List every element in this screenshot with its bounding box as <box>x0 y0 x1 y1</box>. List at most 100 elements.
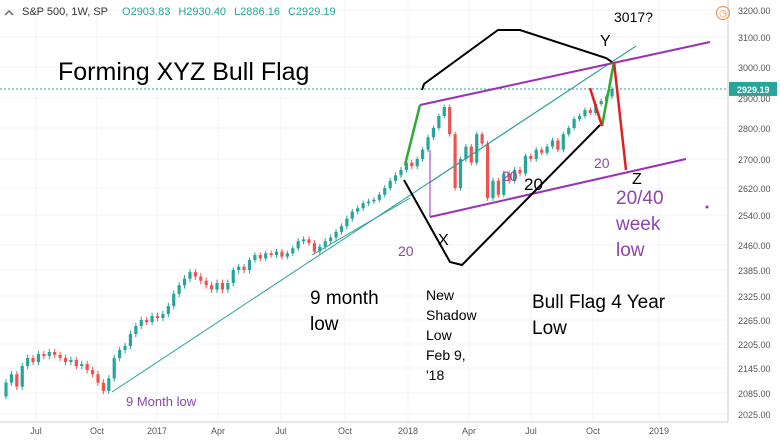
bull-flag-line: Bull Flag 4 Year <box>532 292 666 313</box>
y-tick-label: 2900.00 <box>738 94 771 104</box>
candle-body <box>502 173 506 195</box>
candle-body <box>107 378 111 391</box>
candle-body <box>280 251 284 257</box>
candle-body <box>74 360 78 366</box>
twenty-label-2: 20 <box>502 168 518 184</box>
candle-body <box>166 306 170 314</box>
candle-body <box>366 201 371 204</box>
candle-body <box>4 382 8 397</box>
candle-body <box>47 352 51 356</box>
y-tick-label: 2700.00 <box>738 155 771 165</box>
candle-body <box>442 107 446 116</box>
candle-body <box>388 180 392 188</box>
candle-body <box>237 266 241 270</box>
y-tick-label: 2460.00 <box>738 241 771 251</box>
candle-body <box>415 159 419 167</box>
shadow-low-line: '18 <box>426 367 444 383</box>
symbol-label: S&P 500, 1W, SP <box>22 6 109 18</box>
candle-body <box>182 278 187 286</box>
candle-body <box>480 134 484 144</box>
low-value: L2886.16 <box>234 6 280 18</box>
candle-body <box>491 180 495 199</box>
candle-body <box>339 226 344 232</box>
candle-body <box>226 283 230 290</box>
week-low-line: low <box>616 240 645 261</box>
y-tick-label: 3000.00 <box>738 63 771 73</box>
candle-body <box>128 334 133 346</box>
candle-body <box>231 270 235 283</box>
price-axis-bg <box>728 0 780 438</box>
alert-clock-icon[interactable]: ◷ <box>716 6 730 20</box>
x-tick-label: Apr <box>462 426 476 436</box>
candle-body <box>458 159 463 188</box>
flag-upper-line <box>419 41 711 106</box>
candle-body <box>96 374 100 383</box>
candle-body <box>561 134 565 150</box>
y-tick-label: 2325.00 <box>738 292 771 302</box>
candle-body <box>58 354 62 358</box>
candle-body <box>350 211 354 219</box>
candle-body <box>63 358 68 362</box>
candle-body <box>204 280 208 286</box>
candle-body <box>361 203 365 209</box>
point-y-label: Y <box>600 33 611 50</box>
x-tick-label: 2018 <box>398 426 418 436</box>
y-tick-label: 2205.00 <box>738 340 771 350</box>
red-drop-2 <box>612 61 628 171</box>
target-label: 3017? <box>614 9 653 25</box>
y-tick-label: 2540.00 <box>738 211 771 221</box>
candle-body <box>36 354 41 362</box>
trend-line-mid <box>311 197 411 256</box>
candle-body <box>193 272 197 277</box>
nine-month-low-small-label: 9 Month low <box>126 394 197 409</box>
candle-body <box>9 374 14 383</box>
y-tick-label: 2620.00 <box>738 184 771 194</box>
candle-body <box>540 149 544 153</box>
collapse-icon[interactable] <box>4 6 14 16</box>
candle-body <box>15 374 19 387</box>
candle-body <box>123 346 127 350</box>
candle-body <box>85 364 89 371</box>
candle-body <box>188 272 192 279</box>
candle-body <box>307 239 311 244</box>
candle-body <box>264 253 268 259</box>
close-value: C2929.19 <box>287 6 336 18</box>
candle-body <box>496 180 500 195</box>
candle-body <box>101 382 105 391</box>
chart-title: Forming XYZ Bull Flag <box>58 58 309 86</box>
candle-body <box>90 370 95 375</box>
y-tick-label: 2025.00 <box>738 410 771 420</box>
candle-body <box>356 208 360 212</box>
trend-line-upper <box>428 45 637 184</box>
candle-body <box>296 241 300 249</box>
candle-body <box>507 173 511 181</box>
candle-body <box>556 140 560 150</box>
open-value: O2903.83 <box>122 6 171 18</box>
candle-body <box>550 140 555 147</box>
y-tick-label: 2385.00 <box>738 266 771 276</box>
xyz-upper-path <box>421 29 613 91</box>
candle-body <box>567 128 571 135</box>
candle-body <box>247 260 252 270</box>
candle-body <box>545 146 549 153</box>
shadow-low-line: Feb 9, <box>426 347 466 363</box>
candle-body <box>215 283 219 290</box>
point-x-label: X <box>438 232 449 249</box>
candle-body <box>448 107 452 135</box>
nine-month-low-line: 9 month <box>310 288 379 309</box>
candle-body <box>431 128 436 138</box>
candle-body <box>199 276 203 281</box>
y-tick-label: 2265.00 <box>738 316 771 326</box>
candle-body <box>372 199 376 202</box>
candle-body <box>599 101 603 104</box>
last-price-label: 2929.19 <box>737 85 770 95</box>
candle-body <box>426 137 430 150</box>
shadow-low-line: Low <box>426 327 453 343</box>
candle-body <box>220 283 225 290</box>
y-tick-label: 2085.00 <box>738 389 771 399</box>
candle-body <box>518 169 522 174</box>
purple-dot <box>705 205 709 209</box>
candle-body <box>345 218 349 227</box>
